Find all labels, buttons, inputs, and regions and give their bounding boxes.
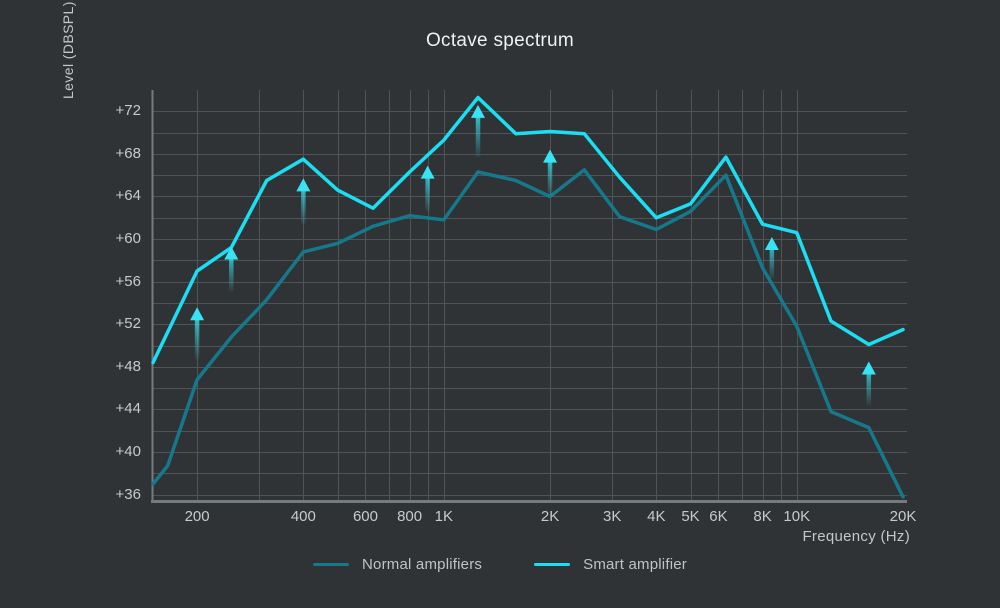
- legend-line-swatch-icon: [313, 563, 350, 566]
- y-tick-label: +60: [115, 230, 141, 248]
- x-tick-label: 5K: [681, 508, 700, 525]
- x-tick-label: 10K: [783, 508, 811, 525]
- x-tick-label: 8K: [753, 508, 772, 525]
- y-tick-label: +52: [115, 315, 141, 333]
- arrow-head-icon: [764, 236, 779, 250]
- y-axis-title: Level (DBSPL): [60, 1, 76, 99]
- chart-title: Octave spectrum: [425, 30, 575, 51]
- y-tick-label: +40: [115, 443, 141, 461]
- x-tick-label: 800: [397, 508, 423, 525]
- x-tick-label: 2K: [540, 508, 560, 525]
- y-tick-label: +68: [115, 144, 141, 162]
- legend-line-swatch-icon: [534, 563, 571, 566]
- y-tick-label: +72: [115, 102, 141, 120]
- x-tick-label: 1K: [434, 508, 453, 525]
- y-tick-label: +48: [115, 357, 141, 375]
- x-axis-title: Frequency (Hz): [802, 528, 910, 545]
- chart-legend: Normal amplifiers Smart amplifier: [0, 556, 1000, 573]
- arrow-head-icon: [861, 361, 876, 375]
- x-tick-label: 3K: [603, 508, 622, 525]
- arrow-head-icon: [420, 165, 435, 179]
- x-tick-label: 400: [290, 508, 316, 525]
- y-tick-label: +64: [115, 187, 141, 205]
- series-line-normal-amplifiers: [151, 168, 905, 499]
- arrow-head-icon: [190, 307, 205, 321]
- arrow-head-icon: [471, 104, 486, 118]
- series-line-smart-amplifier: [151, 95, 905, 365]
- x-tick-label: 200: [184, 508, 210, 525]
- x-tick-label: 6K: [709, 508, 728, 525]
- legend-item-label: Normal amplifiers: [362, 556, 483, 573]
- gridlines: [153, 90, 907, 500]
- legend-item[interactable]: Smart amplifier: [534, 556, 687, 573]
- legend-item-label: Smart amplifier: [583, 556, 687, 573]
- y-tick-label: +44: [115, 400, 141, 418]
- x-tick-label: 600: [352, 508, 378, 525]
- arrow-head-icon: [224, 246, 239, 260]
- x-tick-label: 4K: [647, 508, 666, 525]
- arrow-head-icon: [296, 178, 311, 192]
- y-tick-label: +36: [115, 485, 141, 503]
- arrow-head-icon: [543, 149, 558, 163]
- legend-item[interactable]: Normal amplifiers: [313, 556, 482, 573]
- x-tick-label: 20K: [889, 508, 917, 525]
- y-tick-label: +56: [115, 272, 141, 290]
- improvement-arrows: [190, 104, 876, 406]
